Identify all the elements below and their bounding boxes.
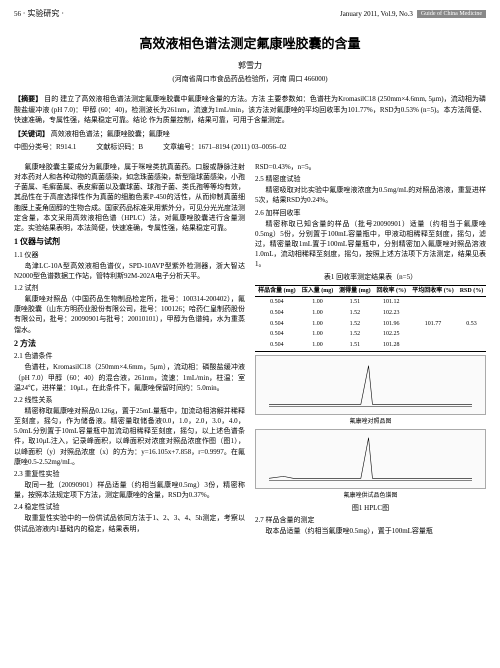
header-bar: 56 · 实验研究 · January 2011, Vol.9, No.3 Gu… [14, 8, 486, 19]
abstract: 【摘要】 目的 建立了高效液相色谱法测定氟康唑胶囊中氟康唑含量的方法。方法 主要… [14, 94, 486, 126]
hplc-chart-bottom [255, 429, 486, 489]
th-2: 测得量 (mg) [336, 285, 373, 297]
left-column: 氟康唑胶囊主要成分为氟康唑，属于咪唑类抗真菌药。口服或静脉注射对本药对人和各种动… [14, 162, 245, 538]
sec-2-4: 2.4 稳定性试验 [14, 502, 245, 512]
sec-2-6: 2.6 加样回收率 [255, 208, 486, 218]
class-number: 中图分类号：R914.1 [14, 142, 76, 152]
right-column: RSD=0.43%，n=5。 2.5 精密度试验 精密吸取对比实验中氟康唑液浓度… [255, 162, 486, 538]
table-row: 0.5041.001.51101.28 [255, 340, 486, 351]
body-columns: 氟康唑胶囊主要成分为氟康唑，属于咪唑类抗真菌药。口服或静脉注射对本药对人和各种动… [14, 162, 486, 538]
rsd-line: RSD=0.43%，n=5。 [255, 162, 486, 172]
article-id: 文章编号：1671–8194 (2011) 03–0056–02 [163, 142, 286, 152]
sec-2-1-text: 色谱柱，KromasilC18（250mm×4.6mm，5μm），流动相：磷酸盐… [14, 362, 245, 392]
abstract-text: 目的 建立了高效液相色谱法测定氟康唑胶囊中氟康唑含量的方法。方法 主要参数如：色… [14, 95, 486, 124]
author: 郭雪力 [14, 60, 486, 71]
recovery-table: 样品含量 (mg) 压入量 (mg) 测得量 (mg) 回收率 (%) 平均回收… [255, 285, 486, 352]
abstract-label: 【摘要】 [14, 95, 42, 103]
table-caption: 表1 回收率测定结果表（n=5） [255, 272, 486, 282]
sec-2-2-text: 精密称取氟康唑对照品0.126g，置于25mL量瓶中，加流动相溶解并稀释至刻度，… [14, 406, 245, 467]
header-right: January 2011, Vol.9, No.3 Guide of China… [340, 10, 486, 18]
keywords-label: 【关键词】 [14, 130, 49, 138]
sec-1-1: 1.1 仪器 [14, 250, 245, 260]
th-1: 压入量 (mg) [299, 285, 336, 297]
chromatogram-icon [256, 430, 485, 488]
table-row: 0.5041.001.52101.96101.770.53 [255, 319, 486, 330]
fig-sub2: 氟康唑供试品色谱图 [255, 492, 486, 501]
sec-1-2-text: 氟康唑对照品（中国药品生物制品检定所，批号：100314-200402），氟康唑… [14, 294, 245, 335]
sec-1-2: 1.2 试剂 [14, 283, 245, 293]
table-header-row: 样品含量 (mg) 压入量 (mg) 测得量 (mg) 回收率 (%) 平均回收… [255, 285, 486, 297]
meta-row: 中图分类号：R914.1 文献标识码：B 文章编号：1671–8194 (201… [14, 142, 486, 154]
hplc-chart-top [255, 355, 486, 415]
intro-para: 氟康唑胶囊主要成分为氟康唑，属于咪唑类抗真菌药。口服或静脉注射对本药对人和各种动… [14, 162, 245, 233]
article-title: 高效液相色谱法测定氟康唑胶囊的含量 [14, 33, 486, 52]
fig-sub1: 氟康唑对照品图 [255, 418, 486, 427]
sec-1: 1 仪器与试剂 [14, 236, 245, 248]
header-left: 56 · 实验研究 · [14, 8, 64, 19]
sec-2-7-text: 取本品适量（约相当氟康唑0.5mg），置于100mL容量瓶 [255, 526, 486, 536]
sec-2-2: 2.2 线性关系 [14, 395, 245, 405]
page-number: 56 [14, 10, 21, 18]
table-row: 0.5041.001.52102.23 [255, 308, 486, 319]
sec-2-6-text: 精密称取已知含量的样品（批号20090901）适量（约相当于氟康唑0.5mg）5… [255, 219, 486, 270]
doc-code: 文献标识码：B [96, 142, 143, 152]
table-row: 0.5041.001.52102.25 [255, 329, 486, 340]
sec-2-1: 2.1 色谱条件 [14, 351, 245, 361]
sec-2-5-text: 精密吸取对比实验中氟康唑液浓度为0.5mg/mL的对照品溶液，重复进样5次，结果… [255, 185, 486, 205]
pub-badge: Guide of China Medicine [417, 10, 486, 18]
sec-2-3: 2.3 重复性实验 [14, 469, 245, 479]
pub-date: January 2011, Vol.9, No.3 [340, 10, 413, 18]
chromatogram-icon [256, 356, 485, 414]
th-5: RSD (%) [457, 285, 486, 297]
affiliation: (河南省周口市食品药品检验所，河南 周口 466000) [14, 74, 486, 84]
sec-2-5: 2.5 精密度试验 [255, 174, 486, 184]
fig-caption: 图1 HPLC图 [255, 503, 486, 513]
th-0: 样品含量 (mg) [255, 285, 299, 297]
keywords-text: 高效液相色谱法；氟康唑胶囊；氟康唑 [51, 130, 170, 138]
section-label: · 实验研究 · [23, 9, 64, 18]
sec-2-3-text: 取同一批（20090901）样品适量（约相当氟康唑0.5mg）3份，精密称量，按… [14, 480, 245, 500]
sec-2: 2 方法 [14, 338, 245, 350]
th-3: 回收率 (%) [374, 285, 409, 297]
sec-2-7: 2.7 样品含量的测定 [255, 515, 486, 525]
table-row: 0.5041.001.51101.12 [255, 297, 486, 308]
keywords: 【关键词】 高效液相色谱法；氟康唑胶囊；氟康唑 [14, 129, 486, 140]
sec-2-4-text: 取重复性实验中的一份供试品依同方法于1、2、3、4、5h测定，考察以供试品溶液内… [14, 513, 245, 533]
th-4: 平均回收率 (%) [409, 285, 457, 297]
sec-1-1-text: 岛津LC-10A型高效液相色谱仪，SPD-10AVP型紫外检测器，浙大智达N20… [14, 261, 245, 281]
